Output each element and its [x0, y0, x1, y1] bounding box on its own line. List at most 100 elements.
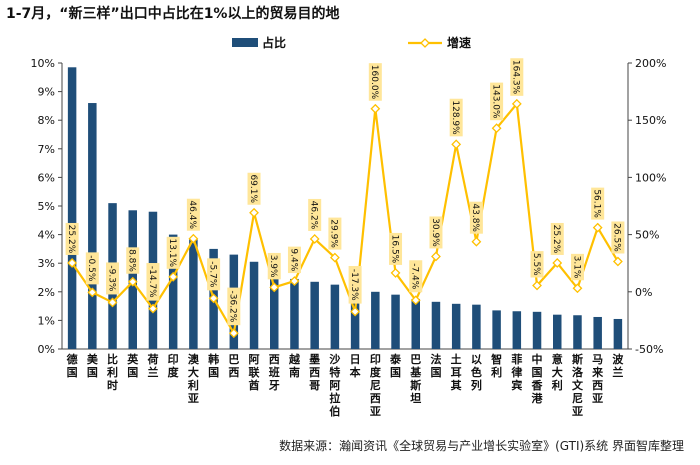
growth-data-label: 8.8%: [126, 247, 140, 274]
y-right-tick-label: 50%: [635, 229, 659, 242]
y-right-tick-label: 100%: [635, 171, 666, 184]
growth-label-box: [287, 246, 301, 274]
growth-data-label: 25.2%: [550, 222, 564, 255]
growth-marker: [289, 276, 300, 286]
x-category-label: 智利: [491, 352, 502, 379]
growth-data-label: 160.0%: [368, 63, 382, 101]
y-left-tick-label: 4%: [38, 229, 55, 242]
growth-marker: [309, 234, 320, 244]
growth-marker: [592, 222, 603, 233]
growth-label-box: [328, 217, 342, 250]
x-category-label: 中国香港: [531, 352, 544, 405]
y-right-tick-label: 0%: [635, 286, 652, 299]
growth-data-label: 56.1%: [591, 187, 605, 220]
growth-label-box: [85, 252, 99, 285]
legend-marker-growth: [420, 38, 430, 48]
growth-data-label: 25.2%: [65, 222, 79, 255]
y-left-tick-label: 1%: [38, 314, 55, 327]
growth-label-box: [247, 172, 261, 205]
bar-share: [350, 287, 360, 349]
y-left-tick-label: 6%: [38, 171, 55, 184]
bar-share: [411, 298, 420, 349]
growth-label-text: -14.7%: [147, 266, 157, 298]
growth-label-box: [611, 221, 625, 254]
legend-label-growth: 增速: [447, 35, 471, 50]
growth-label-box: [146, 263, 160, 301]
growth-label-text: -36.2%: [228, 290, 238, 322]
growth-marker: [329, 252, 340, 263]
growth-label-text: -5.7%: [207, 261, 217, 288]
x-category-label: 比利时: [107, 352, 118, 392]
growth-label-box: [510, 58, 524, 96]
growth-label-box: [429, 216, 443, 249]
growth-data-label: -36.2%: [227, 287, 241, 326]
growth-label-text: 160.0%: [369, 65, 379, 100]
x-category-label: 阿联酋: [249, 352, 260, 392]
growth-marker: [532, 280, 542, 291]
x-category-label: 韩国: [208, 352, 219, 379]
bar-share: [512, 311, 522, 349]
growth-data-label: 46.4%: [186, 198, 200, 231]
growth-data-label: -5.7%: [207, 258, 221, 291]
bar-share: [330, 284, 340, 349]
growth-label-text: -9.3%: [106, 265, 116, 292]
growth-label-text: 46.2%: [308, 201, 318, 230]
x-category-label: 巴基斯坦: [409, 353, 422, 405]
y-left-tick-label: 8%: [38, 114, 55, 127]
y-right-tick-label: 200%: [635, 57, 666, 70]
growth-label-box: [570, 253, 584, 281]
y-right-tick-label: -50%: [635, 343, 663, 356]
x-category-label: 马来西亚: [591, 353, 604, 405]
growth-label-box: [227, 287, 241, 326]
growth-label-box: [207, 258, 221, 291]
growth-marker: [249, 207, 259, 218]
growth-label-box: [267, 252, 281, 280]
growth-label-box: [106, 262, 120, 295]
growth-data-label: -7.4%: [409, 260, 423, 293]
growth-data-label: 46.2%: [308, 198, 322, 231]
growth-label-text: 30.9%: [430, 218, 440, 247]
growth-marker: [228, 328, 239, 339]
growth-data-label: -14.7%: [146, 263, 160, 301]
growth-marker: [208, 293, 219, 304]
x-category-label: 德国: [66, 352, 78, 379]
bar-share: [451, 303, 461, 349]
growth-marker: [572, 283, 583, 294]
bar-share: [67, 67, 77, 349]
bar-share: [391, 294, 400, 349]
growth-data-label: 26.5%: [611, 221, 625, 254]
growth-data-label: -9.3%: [106, 262, 120, 295]
growth-label-box: [308, 198, 322, 231]
x-category-label: 以色列: [471, 353, 482, 392]
growth-marker: [471, 236, 482, 247]
growth-label-box: [389, 232, 403, 265]
bar-share: [168, 234, 178, 349]
x-category-label: 意大利: [552, 352, 563, 392]
bar-share: [553, 314, 562, 349]
growth-marker: [612, 256, 623, 267]
growth-label-box: [65, 222, 79, 255]
growth-label-text: 3.1%: [571, 256, 581, 279]
x-category-label: 法国: [430, 352, 441, 379]
bar-share: [593, 316, 602, 349]
growth-label-text: -17.3%: [349, 269, 359, 301]
growth-marker: [491, 123, 502, 134]
growth-label-text: 9.4%: [288, 248, 298, 271]
growth-label-box: [186, 198, 200, 231]
growth-label-box: [348, 265, 362, 304]
growth-data-label: 3.9%: [267, 252, 281, 280]
bar-share: [310, 281, 319, 349]
x-category-label: 西班牙: [269, 353, 280, 392]
growth-label-text: 143.0%: [490, 84, 500, 119]
y-left-tick-label: 3%: [38, 257, 55, 270]
growth-data-label: 164.3%: [510, 58, 524, 96]
x-category-label: 荷兰: [146, 352, 158, 379]
growth-marker: [188, 233, 199, 244]
growth-label-text: 26.5%: [612, 223, 622, 252]
growth-label-text: 25.2%: [551, 225, 561, 254]
y-left-tick-label: 9%: [38, 86, 55, 99]
growth-data-label: 29.9%: [328, 217, 342, 250]
x-category-label: 印度尼西亚: [370, 353, 382, 418]
bar-share: [88, 103, 97, 349]
